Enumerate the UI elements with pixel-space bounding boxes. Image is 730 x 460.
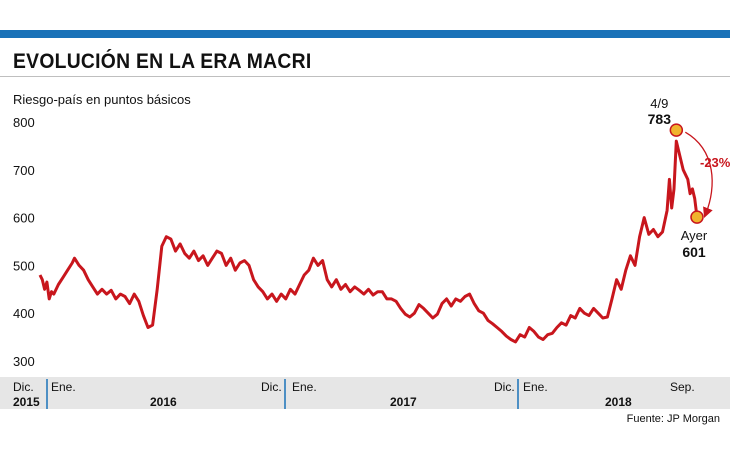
y-tick-label: 400	[13, 306, 35, 321]
month-label-ene-2018: Ene.	[523, 380, 548, 394]
year-label-2015: 2015	[13, 395, 40, 409]
riesgo-pais-line	[38, 139, 699, 344]
latest-marker	[690, 210, 704, 224]
peak-value-label: 783	[648, 111, 672, 127]
month-label-sep-2018: Sep.	[670, 380, 695, 394]
change-percent-label: -23%	[700, 155, 730, 170]
y-tick-labels: 800 700 600 500 400 300	[13, 115, 35, 369]
source-note: Fuente: JP Morgan	[627, 413, 720, 425]
month-label-dic-2015: Dic.	[13, 380, 34, 394]
latest-date-label: Ayer	[681, 228, 708, 243]
year-label-2016: 2016	[150, 395, 177, 409]
year-label-2018: 2018	[605, 395, 632, 409]
peak-date-label: 4/9	[650, 96, 668, 111]
timeline-band	[0, 377, 730, 409]
month-label-ene-2016: Ene.	[51, 380, 76, 394]
y-tick-label: 700	[13, 163, 35, 178]
y-axis-title: Riesgo-país en puntos básicos	[13, 92, 191, 107]
change-arrow	[684, 131, 713, 218]
y-tick-label: 800	[13, 115, 35, 130]
latest-value-label: 601	[682, 244, 706, 260]
y-tick-label: 600	[13, 211, 35, 226]
peak-marker	[669, 123, 684, 137]
month-label-ene-2017: Ene.	[292, 380, 317, 394]
accent-top-bar	[0, 30, 730, 38]
timeline-ticks	[46, 379, 519, 409]
y-tick-label: 500	[13, 258, 35, 273]
month-label-dic-2017: Dic.	[494, 380, 515, 394]
y-tick-label: 300	[13, 354, 35, 369]
page-title: EVOLUCIÓN EN LA ERA MACRI	[13, 50, 312, 73]
month-label-dic-2016: Dic.	[261, 380, 282, 394]
title-bar	[0, 40, 730, 77]
year-label-2017: 2017	[390, 395, 417, 409]
